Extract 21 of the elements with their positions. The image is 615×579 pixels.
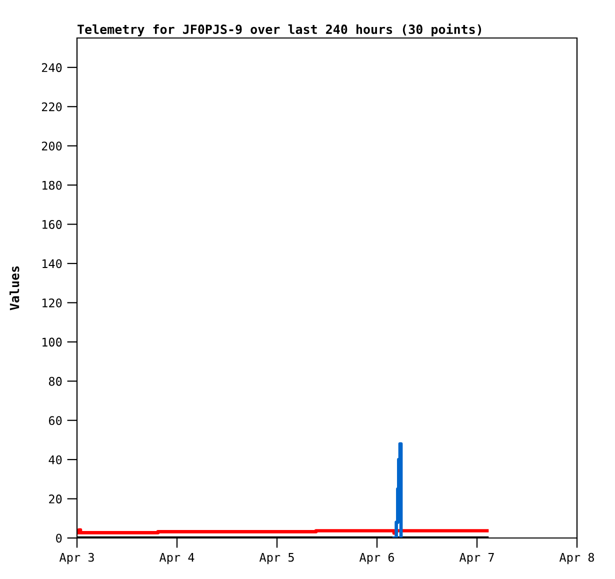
y-tick-label: 180 bbox=[42, 180, 62, 190]
y-tick-label: 20 bbox=[49, 494, 62, 504]
y-tick-label: 40 bbox=[48, 455, 62, 464]
x-tick-label: Apr 4 bbox=[159, 553, 194, 564]
y-tick-label: 160 bbox=[42, 220, 62, 229]
y-tick-label: 140 bbox=[42, 259, 62, 268]
y-tick-label: 0 bbox=[56, 534, 62, 543]
x-tick-label: Apr 6 bbox=[359, 552, 394, 564]
y-tick-label: 220 bbox=[42, 102, 62, 112]
y-axis-title: Values bbox=[10, 266, 20, 310]
y-tick-label: 240 bbox=[42, 63, 62, 72]
x-tick-label: Apr 5 bbox=[259, 553, 294, 564]
x-tick-label: Apr 3 bbox=[59, 552, 94, 564]
y-tick-label: 200 bbox=[42, 142, 62, 151]
y-tick-label: 60 bbox=[48, 416, 62, 426]
x-tick-label: Apr 8 bbox=[559, 552, 594, 564]
chart-title: Telemetry for JF0PJS-9 over last 240 hours (30 points) bbox=[78, 24, 482, 36]
x-tick-label: Apr 7 bbox=[459, 553, 494, 564]
y-tick-label: 120 bbox=[42, 298, 62, 308]
y-tick-label: 80 bbox=[48, 376, 62, 386]
y-tick-label: 100 bbox=[42, 338, 62, 347]
